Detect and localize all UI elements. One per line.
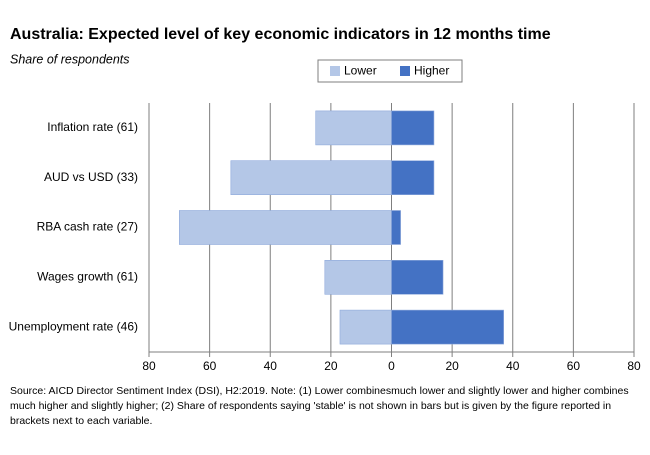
footnote: Source: AICD Director Sentiment Index (D… (10, 385, 629, 427)
legend-label: Lower (344, 64, 377, 78)
x-tick-label: 40 (506, 359, 520, 373)
x-tick-label: 60 (203, 359, 217, 373)
x-tick-label: 80 (142, 359, 156, 373)
bar (230, 160, 392, 195)
bar (315, 110, 392, 146)
y-tick-label: RBA cash rate (27) (37, 220, 138, 234)
legend-swatch (330, 66, 340, 76)
x-tick-label: 40 (264, 359, 278, 373)
chart-title: Australia: Expected level of key economi… (10, 26, 551, 43)
legend-swatch (400, 66, 410, 76)
bar (391, 309, 504, 345)
y-tick-label: Unemployment rate (46) (9, 319, 138, 333)
legend-label: Higher (414, 64, 449, 78)
bar (324, 259, 392, 295)
y-tick-label: Inflation rate (61) (47, 120, 138, 134)
y-tick-label: Wages growth (61) (37, 269, 138, 283)
bar (339, 309, 392, 345)
bar (391, 210, 401, 245)
x-tick-label: 20 (445, 359, 459, 373)
x-tick-label: 80 (627, 359, 641, 373)
bar (391, 259, 444, 295)
bar (391, 110, 435, 146)
y-tick-label: AUD vs USD (33) (44, 170, 138, 184)
chart-subtitle: Share of respondents (10, 52, 130, 66)
legend-box (317, 59, 463, 83)
bar (179, 210, 392, 245)
x-tick-label: 0 (388, 359, 395, 373)
bar (391, 160, 435, 195)
x-tick-label: 60 (567, 359, 581, 373)
x-tick-label: 20 (324, 359, 338, 373)
